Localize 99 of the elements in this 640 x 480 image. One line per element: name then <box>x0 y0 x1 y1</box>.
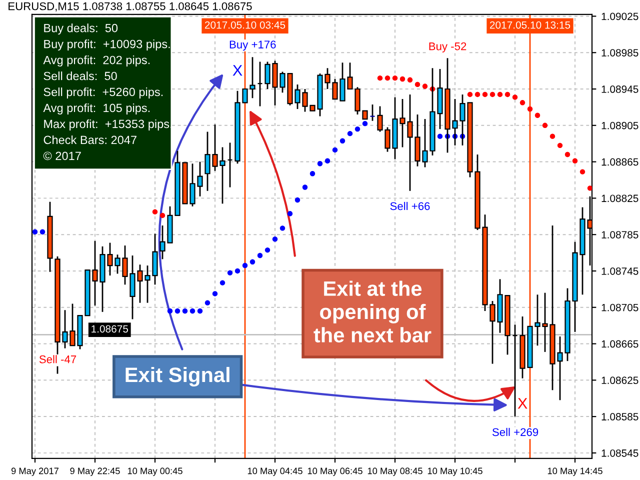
point <box>317 161 323 166</box>
point <box>264 247 270 253</box>
ref-line-label: 1.08675 <box>92 325 128 333</box>
point <box>340 138 346 144</box>
point <box>212 291 218 296</box>
point <box>40 229 46 234</box>
point <box>167 308 173 314</box>
point <box>534 112 540 118</box>
x-tick-label: 10 May 06:45 <box>308 468 362 476</box>
annotation: Sell profit: +5260 pips. <box>44 87 163 98</box>
point <box>324 158 330 164</box>
point <box>32 229 38 234</box>
point <box>587 186 592 191</box>
point <box>190 308 196 314</box>
point <box>354 126 360 132</box>
annotation: Buy -52 <box>429 42 466 52</box>
point <box>527 106 533 112</box>
point <box>197 308 203 314</box>
point <box>182 308 188 314</box>
ref-line-label: 2017.05.10 03:45 <box>204 21 286 29</box>
y-tick-label: 1.08585 <box>602 413 638 420</box>
annotation: Max profit: +15353 pips. <box>44 119 172 130</box>
annotation: Sell -47 <box>39 355 76 364</box>
y-tick-label: 1.08985 <box>602 49 638 56</box>
annotation: Buy profit: +10093 pips. <box>44 40 170 51</box>
point <box>362 120 368 126</box>
point <box>204 300 210 306</box>
point <box>152 209 158 214</box>
y-tick-label: 1.09025 <box>602 12 638 20</box>
point <box>557 142 563 148</box>
annotation: Buy +176 <box>230 40 276 51</box>
point <box>392 75 398 81</box>
point <box>280 226 286 231</box>
point <box>422 84 428 89</box>
y-tick-label: 1.08705 <box>602 304 638 312</box>
point <box>497 92 503 98</box>
point <box>294 197 300 203</box>
point <box>400 76 406 82</box>
annotation: X <box>518 398 528 409</box>
point <box>474 92 480 98</box>
point <box>580 169 586 174</box>
point <box>550 134 556 139</box>
point <box>302 184 308 190</box>
chart-title: EURUSD,M15 1.08738 1.08755 1.08645 1.08675 <box>8 2 252 12</box>
point <box>227 270 233 276</box>
annotation: Avg profit: 202 pips. <box>43 56 150 67</box>
x-tick-label: 9 May 22:45 <box>70 468 120 476</box>
y-tick-label: 1.08625 <box>602 376 638 384</box>
ref-line-label: 2017.05.10 13:15 <box>490 21 570 29</box>
point <box>482 92 488 98</box>
point <box>347 130 353 136</box>
point <box>160 212 166 218</box>
annotation: Exit Signal <box>126 366 230 386</box>
point <box>234 268 240 274</box>
y-tick-label: 1.08865 <box>602 158 638 166</box>
point <box>504 92 510 98</box>
annotation: Sell +66 <box>390 202 430 210</box>
y-tick-label: 1.08545 <box>602 449 638 457</box>
y-tick-label: 1.08905 <box>602 122 638 130</box>
annotation: © 2017 <box>43 152 81 160</box>
y-tick-label: 1.08745 <box>602 267 638 275</box>
annotation: Check Bars: 2047 <box>44 135 136 144</box>
y-tick-label: 1.08785 <box>602 231 638 238</box>
point <box>520 100 526 106</box>
x-tick-label: 10 May 14:45 <box>548 468 602 476</box>
point <box>272 236 278 242</box>
point <box>467 92 473 98</box>
point <box>490 92 496 98</box>
annotation: X <box>232 65 242 76</box>
y-tick-label: 1.08665 <box>602 340 638 348</box>
point <box>437 134 443 139</box>
x-tick-label: 10 May 10:45 <box>428 468 482 476</box>
point <box>512 94 518 100</box>
x-tick-label: 10 May 04:45 <box>248 468 302 476</box>
point <box>407 77 413 83</box>
x-tick-label: 10 May 08:45 <box>368 468 422 476</box>
annotation: Exit at the opening of the next bar <box>314 280 432 342</box>
point <box>257 252 263 258</box>
x-tick-label: 9 May 2017 <box>11 468 58 476</box>
point <box>174 308 180 314</box>
annotation: Buy deals: 50 <box>44 24 118 35</box>
point <box>310 171 316 176</box>
point <box>220 280 226 286</box>
point <box>564 152 570 158</box>
point <box>377 75 383 81</box>
annotation: Sell deals: 50 <box>44 72 117 80</box>
point <box>332 147 338 153</box>
point <box>542 122 548 128</box>
point <box>250 259 256 264</box>
annotation: Sell +269 <box>492 428 538 436</box>
point <box>384 75 390 81</box>
point <box>287 211 293 216</box>
point <box>414 82 420 88</box>
point <box>572 158 578 164</box>
y-tick-label: 1.08945 <box>602 86 638 93</box>
annotation: Avg profit: 105 pips. <box>43 103 150 114</box>
point <box>242 262 248 268</box>
y-tick-label: 1.08825 <box>602 194 638 202</box>
x-tick-label: 10 May 00:45 <box>128 468 182 476</box>
